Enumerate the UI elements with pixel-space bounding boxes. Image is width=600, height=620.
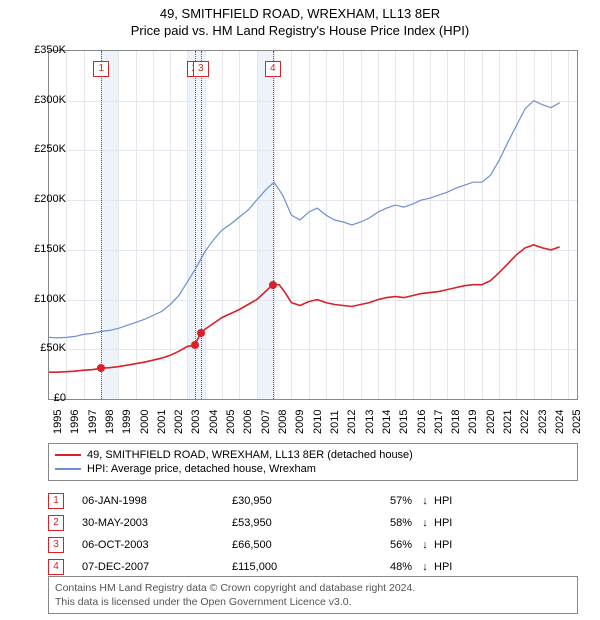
sales-row-marker: 4 <box>48 559 64 575</box>
x-tick-label: 2025 <box>571 410 583 434</box>
sales-price: £66,500 <box>232 539 352 551</box>
sales-row-marker: 3 <box>48 537 64 553</box>
x-tick-label: 2017 <box>433 410 445 434</box>
x-tick-label: 2011 <box>329 410 341 434</box>
x-tick-label: 2019 <box>467 410 479 434</box>
legend-item: 49, SMITHFIELD ROAD, WREXHAM, LL13 8ER (… <box>55 448 571 462</box>
sales-pct: 57% <box>352 495 416 507</box>
sales-row-marker: 2 <box>48 515 64 531</box>
sales-price: £115,000 <box>232 561 352 573</box>
x-tick-label: 2018 <box>450 410 462 434</box>
sales-price: £30,950 <box>232 495 352 507</box>
sales-price: £53,950 <box>232 517 352 529</box>
title-block: 49, SMITHFIELD ROAD, WREXHAM, LL13 8ER P… <box>0 0 600 38</box>
property-line <box>49 245 560 372</box>
x-tick-label: 2000 <box>139 410 151 434</box>
sales-vs-label: HPI <box>434 539 452 551</box>
x-tick-label: 1995 <box>52 410 64 434</box>
sales-date: 06-OCT-2003 <box>82 539 232 551</box>
x-tick-label: 2007 <box>260 410 272 434</box>
x-tick-label: 2015 <box>398 410 410 434</box>
x-tick-label: 2004 <box>208 410 220 434</box>
footer-line2: This data is licensed under the Open Gov… <box>55 595 571 609</box>
x-tick-label: 2006 <box>242 410 254 434</box>
x-tick-label: 2013 <box>364 410 376 434</box>
x-tick-label: 2024 <box>554 410 566 434</box>
chart-lines <box>49 51 577 399</box>
x-tick-label: 1999 <box>121 410 133 434</box>
legend-label: 49, SMITHFIELD ROAD, WREXHAM, LL13 8ER (… <box>87 449 413 461</box>
sales-vs-label: HPI <box>434 495 452 507</box>
y-tick-label: £250K <box>6 143 66 155</box>
y-tick-label: £300K <box>6 94 66 106</box>
footer-attribution: Contains HM Land Registry data © Crown c… <box>48 576 578 614</box>
sales-date: 06-JAN-1998 <box>82 495 232 507</box>
legend-swatch <box>55 468 81 470</box>
x-tick-label: 1998 <box>104 410 116 434</box>
down-arrow-icon: ↓ <box>416 495 434 507</box>
down-arrow-icon: ↓ <box>416 561 434 573</box>
x-tick-label: 1996 <box>69 410 81 434</box>
x-tick-label: 1997 <box>87 410 99 434</box>
x-tick-label: 2005 <box>225 410 237 434</box>
x-tick-label: 2008 <box>277 410 289 434</box>
sales-row: 2 30-MAY-2003£53,95058%↓HPI <box>48 512 578 534</box>
y-tick-label: £200K <box>6 193 66 205</box>
sales-row: 3 06-OCT-2003£66,50056%↓HPI <box>48 534 578 556</box>
sales-pct: 58% <box>352 517 416 529</box>
title-subtitle: Price paid vs. HM Land Registry's House … <box>0 23 600 38</box>
x-tick-label: 2020 <box>485 410 497 434</box>
legend-swatch <box>55 454 81 456</box>
y-tick-label: £150K <box>6 243 66 255</box>
x-tick-label: 2016 <box>416 410 428 434</box>
sales-vs-label: HPI <box>434 561 452 573</box>
legend-label: HPI: Average price, detached house, Wrex… <box>87 463 316 475</box>
x-tick-label: 2003 <box>190 410 202 434</box>
sales-date: 30-MAY-2003 <box>82 517 232 529</box>
x-tick-label: 2014 <box>381 410 393 434</box>
sales-date: 07-DEC-2007 <box>82 561 232 573</box>
chart-container: 49, SMITHFIELD ROAD, WREXHAM, LL13 8ER P… <box>0 0 600 620</box>
sales-row-marker: 1 <box>48 493 64 509</box>
down-arrow-icon: ↓ <box>416 539 434 551</box>
footer-line1: Contains HM Land Registry data © Crown c… <box>55 581 571 595</box>
sales-pct: 56% <box>352 539 416 551</box>
y-tick-label: £50K <box>6 342 66 354</box>
sales-pct: 48% <box>352 561 416 573</box>
x-tick-label: 2023 <box>537 410 549 434</box>
legend-item: HPI: Average price, detached house, Wrex… <box>55 462 571 476</box>
sales-vs-label: HPI <box>434 517 452 529</box>
x-tick-label: 2009 <box>294 410 306 434</box>
y-tick-label: £350K <box>6 44 66 56</box>
y-tick-label: £0 <box>6 392 66 404</box>
x-tick-label: 2002 <box>173 410 185 434</box>
chart-plot-area: 1234 <box>48 50 578 400</box>
sales-row: 1 06-JAN-1998£30,95057%↓HPI <box>48 490 578 512</box>
x-tick-label: 2001 <box>156 410 168 434</box>
title-address: 49, SMITHFIELD ROAD, WREXHAM, LL13 8ER <box>0 6 600 21</box>
x-tick-label: 2021 <box>502 410 514 434</box>
legend-box: 49, SMITHFIELD ROAD, WREXHAM, LL13 8ER (… <box>48 443 578 481</box>
y-tick-label: £100K <box>6 293 66 305</box>
x-tick-label: 2022 <box>519 410 531 434</box>
sales-table: 106-JAN-1998£30,95057%↓HPI230-MAY-2003£5… <box>48 490 578 578</box>
down-arrow-icon: ↓ <box>416 517 434 529</box>
x-tick-label: 2010 <box>312 410 324 434</box>
x-tick-label: 2012 <box>346 410 358 434</box>
hpi-line <box>49 101 560 338</box>
